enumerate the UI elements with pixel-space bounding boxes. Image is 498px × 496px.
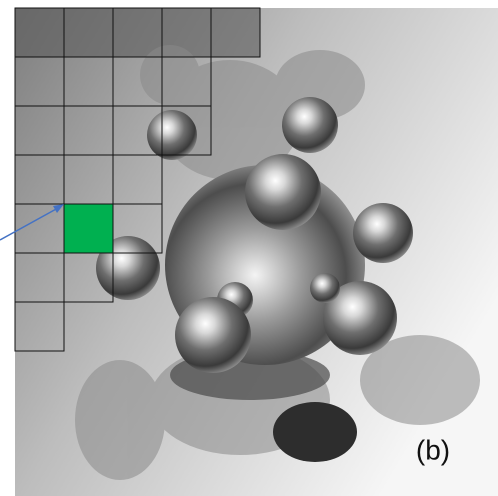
- figure: (b): [0, 0, 498, 496]
- panel-label: (b): [416, 434, 450, 465]
- floor-reflection: [273, 402, 357, 462]
- highlighted-cell: [64, 204, 113, 253]
- dark-band: [15, 8, 260, 57]
